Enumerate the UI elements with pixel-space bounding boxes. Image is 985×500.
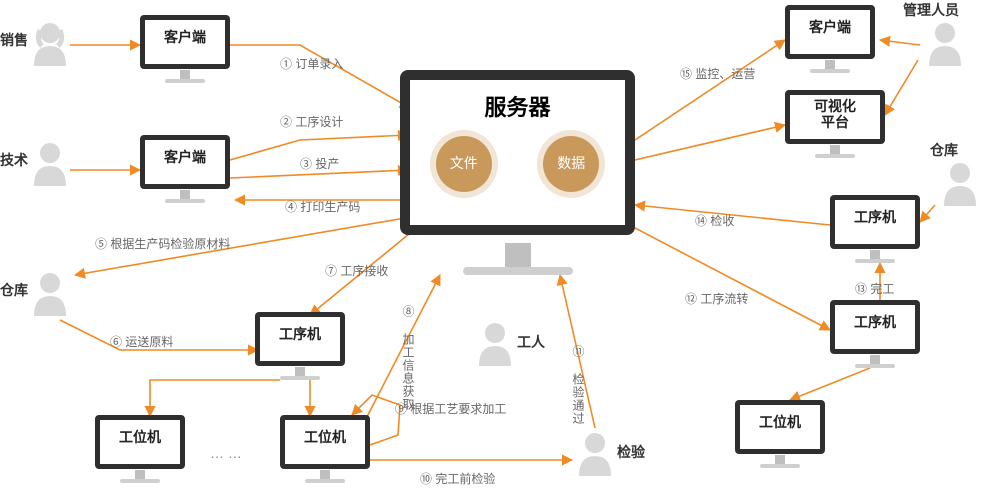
device-proc_r2: 工序机 [830, 300, 920, 368]
person-icon [475, 320, 515, 366]
edge-label-e11: ⑪ 检验通过 [570, 345, 587, 425]
person-icon [575, 430, 615, 476]
device-frame [140, 15, 230, 69]
edge-label-e13: ⑬ 完工 [855, 280, 894, 297]
edge-label-e4: ④ 打印生产码 [285, 198, 360, 215]
device-frame [785, 5, 875, 59]
device-client_sales: 客户端 [140, 15, 230, 83]
device-frame [95, 415, 185, 469]
edge-label-e12: ⑫ 工序流转 [685, 290, 748, 307]
device-station_l2: 工位机 [280, 415, 370, 483]
edge-e12 [635, 228, 830, 330]
server-monitor: 服务器文件数据 [400, 70, 635, 235]
edge-e_wh_r_proc [920, 205, 935, 222]
device-frame [255, 312, 345, 366]
person-label-p_tech: 技术 [0, 150, 28, 170]
device-station_r: 工位机 [735, 400, 825, 468]
edge-label-e1: ① 订单录入 [280, 55, 343, 72]
person-p_tech [30, 140, 70, 186]
device-base [855, 259, 895, 263]
device-base [810, 69, 850, 73]
person-p_sales [30, 20, 70, 66]
edge-label-e2: ② 工序设计 [280, 113, 343, 130]
person-label-p_wh_r: 仓库 [930, 140, 958, 160]
edge-label-e9: ⑨ 根据工艺要求加工 [395, 400, 506, 417]
device-proc_r1: 工序机 [830, 195, 920, 263]
server-stand [505, 243, 531, 269]
person-p_mgr [925, 20, 965, 66]
device-base [760, 464, 800, 468]
person-icon [30, 140, 70, 186]
device-base [815, 154, 855, 158]
device-frame [785, 90, 885, 144]
device-base [165, 199, 205, 203]
person-p_wh_l [30, 270, 70, 316]
person-icon [925, 20, 965, 66]
edge-e_mgr_client [880, 40, 920, 45]
edge-e11 [560, 275, 595, 428]
edge-e1 [230, 45, 410, 108]
edge-label-e15: ⑮ 监控、运营 [680, 65, 755, 82]
device-frame [830, 300, 920, 354]
edge-e_proc_r2_station [790, 368, 870, 400]
device-base [855, 364, 895, 368]
server-disk-0: 文件 [436, 136, 492, 192]
device-frame [280, 415, 370, 469]
edge-e6 [60, 320, 258, 350]
person-label-p_worker: 工人 [517, 332, 545, 352]
device-base [305, 479, 345, 483]
device-frame [735, 400, 825, 454]
device-proc_left: 工序机 [255, 312, 345, 380]
server-disk-1: 数据 [543, 136, 599, 192]
edge-e14 [635, 205, 830, 225]
server-base [463, 267, 573, 275]
person-label-p_mgr: 管理人员 [903, 0, 959, 20]
edge-label-e8: ⑧ 加工信息获取 [400, 305, 417, 411]
edge-e_mgr_vis [885, 60, 918, 115]
ellipsis: … … [210, 445, 242, 461]
person-icon [940, 160, 980, 206]
person-label-p_qc: 检验 [617, 442, 645, 462]
person-p_worker [475, 320, 515, 366]
edge-label-e14: ⑭ 检收 [695, 212, 734, 229]
edge-label-e6: ⑥ 运送原料 [110, 333, 173, 350]
device-client_mgr: 客户端 [785, 5, 875, 73]
person-icon [30, 270, 70, 316]
person-p_qc [575, 430, 615, 476]
edge-e_proc_to_s1 [150, 380, 280, 416]
device-frame [830, 195, 920, 249]
edge-label-e3: ③ 投产 [300, 155, 339, 172]
edge-label-e10: ⑩ 完工前检验 [420, 470, 495, 487]
device-base [120, 479, 160, 483]
person-p_wh_r [940, 160, 980, 206]
person-label-p_sales: 销售 [0, 30, 28, 50]
edge-e3 [230, 170, 408, 178]
device-base [165, 79, 205, 83]
edge-e_srv_vis [635, 125, 785, 160]
device-base [280, 376, 320, 380]
person-label-p_wh_l: 仓库 [0, 280, 28, 300]
device-frame [140, 135, 230, 189]
device-client_tech: 客户端 [140, 135, 230, 203]
edge-label-e7: ⑦ 工序接收 [325, 262, 388, 279]
edge-label-e5: ⑤ 根据生产码检验原材料 [95, 235, 230, 252]
edge-e5 [75, 218, 405, 275]
device-vis_plat: 可视化平台 [785, 90, 885, 158]
edge-e2 [230, 135, 408, 160]
server: 服务器文件数据 [400, 70, 635, 275]
device-station_l1: 工位机 [95, 415, 185, 483]
edge-e15 [635, 40, 785, 140]
server-title: 服务器 [410, 90, 625, 122]
person-icon [30, 20, 70, 66]
